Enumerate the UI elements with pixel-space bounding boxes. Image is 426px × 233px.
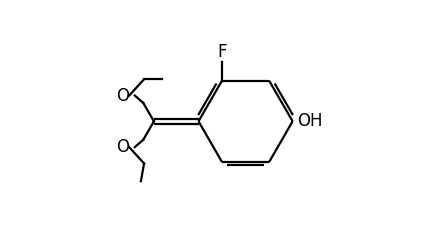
Text: OH: OH xyxy=(297,112,322,130)
Text: F: F xyxy=(217,43,227,61)
Text: O: O xyxy=(116,138,129,156)
Text: O: O xyxy=(116,86,129,105)
